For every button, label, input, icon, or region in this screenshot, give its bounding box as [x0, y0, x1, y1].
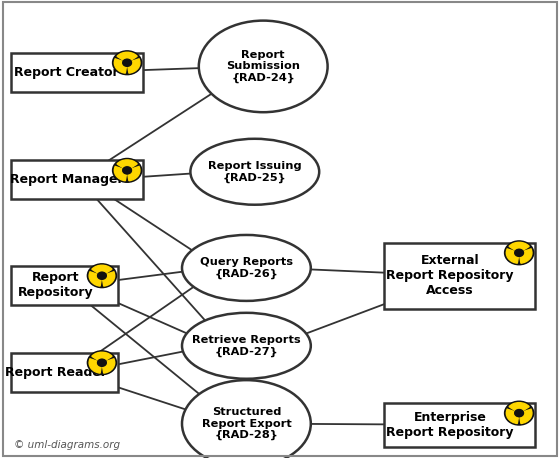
Text: Retrieve Reports
{RAD-27}: Retrieve Reports {RAD-27}	[192, 335, 301, 357]
Text: Report
Repository: Report Repository	[18, 271, 94, 299]
Circle shape	[123, 59, 132, 66]
Circle shape	[99, 360, 105, 365]
Circle shape	[516, 411, 522, 415]
Wedge shape	[102, 359, 115, 373]
Ellipse shape	[182, 235, 311, 301]
Ellipse shape	[113, 51, 142, 75]
Wedge shape	[506, 249, 519, 263]
Wedge shape	[128, 59, 140, 73]
Wedge shape	[89, 359, 101, 373]
Circle shape	[124, 168, 130, 173]
Wedge shape	[117, 52, 137, 60]
FancyBboxPatch shape	[384, 403, 535, 447]
Circle shape	[515, 410, 523, 416]
Ellipse shape	[182, 380, 311, 458]
Ellipse shape	[505, 401, 534, 425]
Ellipse shape	[87, 264, 116, 288]
Circle shape	[124, 60, 130, 65]
Wedge shape	[102, 272, 115, 286]
Ellipse shape	[113, 158, 142, 182]
Circle shape	[97, 272, 106, 279]
Circle shape	[97, 359, 106, 366]
Ellipse shape	[505, 241, 534, 265]
Circle shape	[99, 273, 105, 278]
Ellipse shape	[190, 139, 319, 205]
Text: Enterprise
Report Repository: Enterprise Report Repository	[386, 411, 514, 439]
Ellipse shape	[199, 21, 328, 112]
FancyBboxPatch shape	[11, 160, 143, 199]
Text: © uml-diagrams.org: © uml-diagrams.org	[14, 440, 120, 450]
Wedge shape	[506, 409, 519, 424]
Ellipse shape	[182, 313, 311, 379]
FancyBboxPatch shape	[11, 353, 118, 392]
Wedge shape	[520, 409, 532, 424]
Wedge shape	[92, 352, 112, 360]
Circle shape	[123, 167, 132, 174]
FancyBboxPatch shape	[11, 266, 118, 305]
Ellipse shape	[87, 351, 116, 375]
Circle shape	[516, 251, 522, 255]
Text: Report Creator: Report Creator	[14, 65, 119, 79]
Text: Report
Submission
{RAD-24}: Report Submission {RAD-24}	[226, 49, 300, 83]
Text: External
Report Repository
Access: External Report Repository Access	[386, 255, 514, 297]
Wedge shape	[128, 166, 140, 181]
Text: Query Reports
{RAD-26}: Query Reports {RAD-26}	[200, 257, 293, 279]
Circle shape	[515, 250, 523, 256]
Circle shape	[123, 167, 131, 174]
Wedge shape	[520, 249, 532, 263]
Wedge shape	[114, 166, 127, 181]
Wedge shape	[509, 403, 529, 410]
Text: Structured
Report Export
{RAD-28}: Structured Report Export {RAD-28}	[202, 407, 291, 441]
Text: Report Manager: Report Manager	[10, 173, 123, 186]
FancyBboxPatch shape	[384, 243, 535, 309]
Text: Report Issuing
{RAD-25}: Report Issuing {RAD-25}	[208, 161, 302, 183]
Circle shape	[98, 273, 106, 279]
Circle shape	[123, 60, 131, 66]
Wedge shape	[89, 272, 101, 286]
Circle shape	[515, 249, 524, 256]
Circle shape	[98, 360, 106, 366]
Circle shape	[515, 409, 524, 417]
Text: Report Reader: Report Reader	[5, 365, 107, 379]
FancyBboxPatch shape	[11, 53, 143, 92]
Wedge shape	[92, 265, 112, 273]
Wedge shape	[114, 59, 127, 73]
Wedge shape	[117, 160, 137, 168]
Wedge shape	[509, 242, 529, 250]
